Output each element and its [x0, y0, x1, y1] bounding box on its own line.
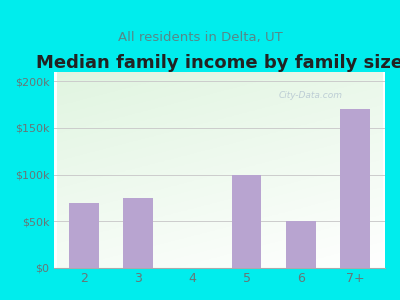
Bar — [340, 109, 370, 268]
Text: All residents in Delta, UT: All residents in Delta, UT — [118, 32, 282, 44]
Bar — [286, 221, 316, 268]
Bar — [69, 202, 98, 268]
Text: City-Data.com: City-Data.com — [279, 91, 343, 100]
Bar — [123, 198, 153, 268]
Title: Median family income by family size: Median family income by family size — [36, 54, 400, 72]
Bar — [232, 175, 262, 268]
